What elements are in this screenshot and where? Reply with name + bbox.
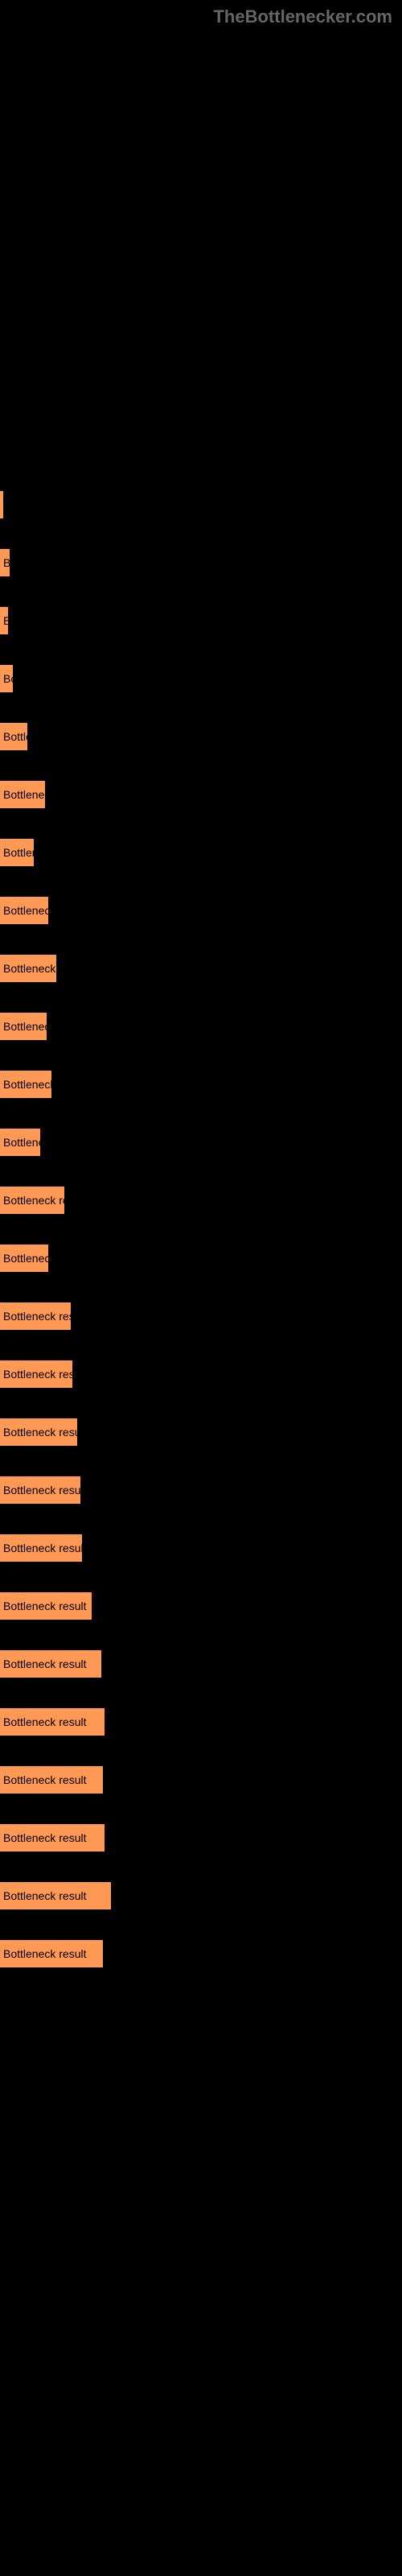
bar: Bottleneck re [0, 1245, 48, 1272]
bar-row: Bottleneck result [0, 1418, 402, 1446]
bar: E [0, 607, 8, 634]
bar-row: Bottleneck [0, 781, 402, 808]
bar-row: Bottleneck [0, 1129, 402, 1156]
bar: Bottleneck re [0, 897, 48, 924]
bar-row: Bottleneck re [0, 897, 402, 924]
bar-row: Bottleneck result [0, 1766, 402, 1794]
watermark-text: TheBottlenecker.com [213, 6, 392, 27]
bar: Bottleneck result [0, 1766, 103, 1794]
bar-row: Bottleneck re [0, 1013, 402, 1040]
bars-container: B E Bo Bottler Bottleneck Bottlene Bottleneck … [0, 491, 402, 1967]
bar-row: Bottleneck result [0, 1708, 402, 1736]
bar: Bottleneck res [0, 1071, 51, 1098]
bar-row: Bottleneck result [0, 1187, 402, 1214]
bar: Bottleneck result [0, 1534, 82, 1562]
header-space [0, 0, 402, 491]
bar: Bottleneck result [0, 1592, 92, 1620]
bar-row: Bottleneck res [0, 1071, 402, 1098]
bar-row: Bottleneck result [0, 1882, 402, 1909]
bar: Bottleneck [0, 1129, 40, 1156]
bar-row: Bottleneck re [0, 1245, 402, 1272]
bar-row [0, 491, 402, 518]
bar-row: Bo [0, 665, 402, 692]
bar-row: Bottleneck result [0, 1360, 402, 1388]
bar: Bottleneck result [0, 1650, 101, 1678]
bar: Bottleneck result [0, 1882, 111, 1909]
bar: Bottleneck result [0, 1708, 105, 1736]
bar: Bottleneck [0, 781, 45, 808]
bar-row: Bottleneck result [0, 1650, 402, 1678]
bar-row: Bottleneck result [0, 1592, 402, 1620]
bar: B [0, 549, 10, 576]
bar: Bottler [0, 723, 27, 750]
bar-row: E [0, 607, 402, 634]
bar [0, 491, 3, 518]
bar: Bottleneck result [0, 1302, 71, 1330]
bar: Bottleneck resu [0, 955, 56, 982]
bar: Bo [0, 665, 13, 692]
bar: Bottleneck result [0, 1824, 105, 1852]
bar: Bottleneck result [0, 1476, 80, 1504]
bar: Bottleneck result [0, 1418, 77, 1446]
bar-row: Bottleneck result [0, 1824, 402, 1852]
bar: Bottleneck result [0, 1187, 64, 1214]
bar-row: Bottler [0, 723, 402, 750]
bar: Bottlene [0, 839, 34, 866]
bar-row: Bottleneck resu [0, 955, 402, 982]
bar: Bottleneck result [0, 1360, 72, 1388]
bar-row: Bottleneck result [0, 1476, 402, 1504]
bar-row: Bottleneck result [0, 1302, 402, 1330]
bar: Bottleneck result [0, 1940, 103, 1967]
bar-row: B [0, 549, 402, 576]
bar-row: Bottleneck result [0, 1534, 402, 1562]
bar-row: Bottlene [0, 839, 402, 866]
bar-row: Bottleneck result [0, 1940, 402, 1967]
bar: Bottleneck re [0, 1013, 47, 1040]
